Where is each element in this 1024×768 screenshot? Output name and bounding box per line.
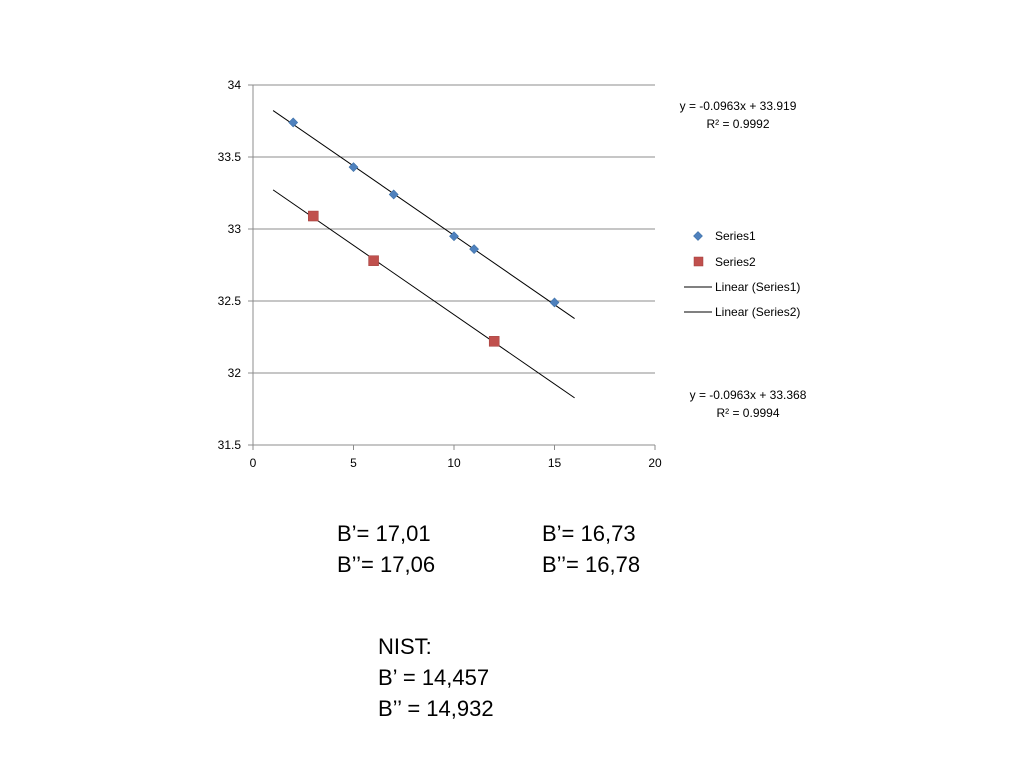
x-tick-label: 0: [250, 456, 257, 470]
legend-label-linear-series2: Linear (Series2): [715, 305, 800, 319]
data-points: [288, 117, 560, 347]
equation-series2: y = -0.0963x + 33.368 R² = 0.9994: [690, 388, 807, 420]
legend-item-linear-series2: Linear (Series2): [684, 305, 800, 319]
y-tick-label: 32: [228, 366, 242, 380]
legend-item-linear-series1: Linear (Series1): [684, 280, 800, 294]
equation-series1-formula: y = -0.0963x + 33.919: [680, 99, 797, 113]
legend-item-series2: Series2: [693, 255, 756, 269]
x-tick-label: 5: [350, 456, 357, 470]
result-b-double-prime-2: B’’= 16,78: [542, 552, 641, 577]
trendline-series2: [272, 189, 575, 399]
y-tick-label: 33.5: [218, 150, 242, 164]
x-tick-label: 15: [548, 456, 562, 470]
legend-label-series2: Series2: [715, 255, 756, 269]
result-b-prime-1: B’= 17,01: [337, 521, 431, 546]
y-tick-label: 34: [228, 78, 242, 92]
nist-results: NIST: B’ = 14,457 B’’ = 14,932: [378, 631, 494, 724]
trendlines: [272, 110, 575, 399]
legend-marker-diamond: [693, 231, 703, 241]
nist-b-prime: B’ = 14,457: [378, 665, 490, 690]
legend: Series1 Series2 Linear (Series1) Linear …: [684, 229, 800, 319]
tick-labels: 31.5 32 32.5 33 33.5 34 0 5 10 15 20: [218, 78, 662, 470]
data-point-series2: [308, 210, 319, 222]
equation-series2-formula: y = -0.0963x + 33.368: [690, 388, 807, 402]
data-point-series1: [388, 189, 399, 200]
equation-series2-r2: R² = 0.9994: [716, 406, 779, 420]
legend-marker-square: [693, 256, 704, 267]
equation-series1: y = -0.0963x + 33.919 R² = 0.9992: [680, 99, 797, 131]
equation-series1-r2: R² = 0.9992: [706, 117, 769, 131]
scatter-chart: 31.5 32 32.5 33 33.5 34 0 5 10 15 20 y = -0.0963x …: [218, 78, 807, 470]
data-point-series1: [288, 117, 299, 128]
data-point-series1: [449, 231, 459, 242]
data-point-series1: [469, 244, 479, 255]
data-point-series2: [368, 255, 379, 266]
results-column-2: B’= 16,73 B’’= 16,78: [542, 518, 640, 580]
legend-item-series1: Series1: [693, 229, 756, 243]
legend-label-series1: Series1: [715, 229, 756, 243]
trendline-series1: [272, 110, 575, 319]
y-tick-label: 32.5: [218, 294, 242, 308]
nist-b-double-prime: B’’ = 14,932: [378, 696, 494, 721]
data-point-series1: [348, 162, 359, 172]
x-tick-label: 10: [447, 456, 461, 470]
nist-label: NIST:: [378, 634, 432, 659]
y-tick-label: 31.5: [218, 438, 242, 452]
gridlines: [253, 84, 655, 374]
axes: [248, 84, 656, 450]
y-tick-label: 33: [228, 222, 242, 236]
result-b-double-prime-1: B’’= 17,06: [337, 552, 436, 577]
results-column-1: B’= 17,01 B’’= 17,06: [337, 518, 435, 580]
legend-label-linear-series1: Linear (Series1): [715, 280, 800, 294]
data-point-series2: [488, 336, 500, 347]
result-b-prime-2: B’= 16,73: [542, 521, 636, 546]
data-point-series1: [549, 297, 560, 308]
x-tick-label: 20: [648, 456, 662, 470]
